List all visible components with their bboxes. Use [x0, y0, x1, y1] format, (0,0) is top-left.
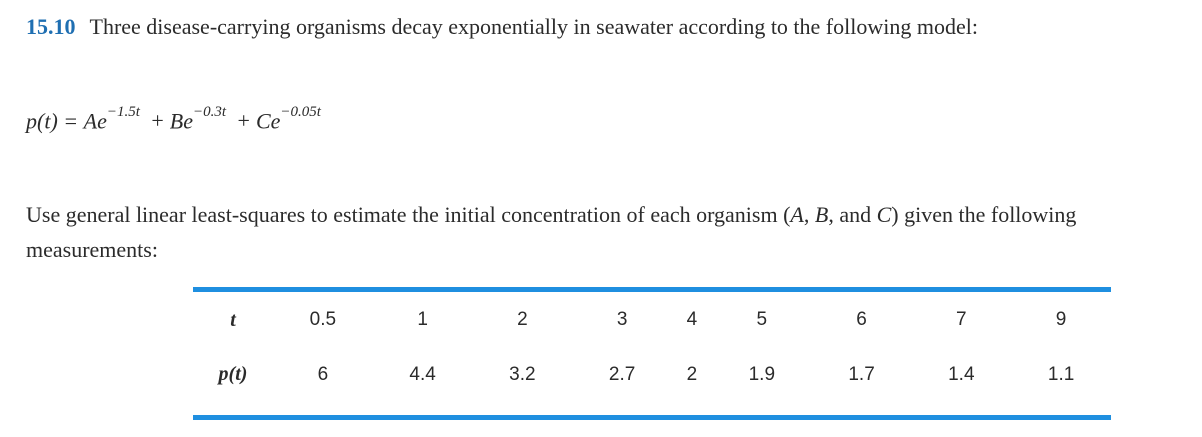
equation-plus-1: + — [151, 108, 164, 134]
t-value: 3 — [616, 309, 628, 330]
model-equation: p(t) = Ae−1.5t + Be−0.3t + Ce−0.05t — [26, 104, 321, 134]
equation-lhs: p(t) = — [26, 108, 79, 134]
instructions-part1: Use general linear least-squares to esti… — [26, 202, 791, 227]
measurement-table-grid: t 0.5 1 2 3 4 5 6 7 9 p(t) 6 4.4 3.2 2.7… — [193, 292, 1111, 401]
equation-term3-coef: Ce — [255, 108, 281, 134]
instructions-var-b: B — [814, 202, 829, 227]
t-value: 9 — [1055, 309, 1067, 330]
p-value: 2.7 — [608, 363, 636, 385]
equation-term3-exp: −0.05t — [280, 104, 321, 120]
t-value: 6 — [856, 309, 867, 330]
equation-term1-exp: −1.5t — [106, 104, 140, 120]
instructions-sep2: , and — [828, 202, 877, 227]
t-value: 2 — [517, 309, 528, 330]
table-row-p: p(t) 6 4.4 3.2 2.7 2 1.9 1.7 1.4 1.1 — [193, 348, 1111, 401]
instructions-sep1: , — [803, 202, 815, 227]
instructions-part2: ) given the following measurements: — [26, 202, 1077, 262]
p-value: 1.4 — [948, 363, 975, 385]
problem-statement: Three disease-carrying organisms decay e… — [89, 14, 978, 39]
table-top-rule — [193, 287, 1111, 292]
table-row-t: t 0.5 1 2 3 4 5 6 7 9 — [193, 292, 1111, 348]
instructions: Use general linear least-squares to esti… — [26, 197, 1176, 267]
table-bottom-rule — [193, 415, 1111, 420]
p-value: 3.2 — [509, 363, 536, 385]
instructions-var-c: C — [876, 202, 892, 227]
p-value: 6 — [317, 363, 329, 385]
equation-term2-coef: Be — [169, 108, 193, 134]
t-value: 1 — [417, 309, 428, 330]
problem-header: 15.10 Three disease-carrying organisms de… — [26, 14, 978, 40]
t-value: 5 — [756, 309, 768, 330]
equation-term2-exp: −0.3t — [193, 104, 227, 120]
p-value: 2 — [686, 363, 698, 385]
equation-term1-coef: Ae — [83, 108, 107, 134]
measurement-table: t 0.5 1 2 3 4 5 6 7 9 p(t) 6 4.4 3.2 2.7… — [193, 287, 1111, 420]
t-value: 4 — [686, 309, 698, 330]
t-value: 0.5 — [309, 309, 337, 330]
equation-plus-2: + — [237, 108, 250, 134]
instructions-var-a: A — [790, 202, 804, 227]
p-value: 1.9 — [748, 363, 776, 385]
p-value: 4.4 — [409, 363, 436, 385]
p-value: 1.1 — [1047, 363, 1075, 385]
problem-number: 15.10 — [26, 14, 76, 39]
p-value: 1.7 — [848, 363, 875, 385]
t-value: 7 — [956, 309, 967, 330]
row-label-p: p(t) — [218, 363, 248, 385]
row-label-t: t — [230, 308, 236, 331]
